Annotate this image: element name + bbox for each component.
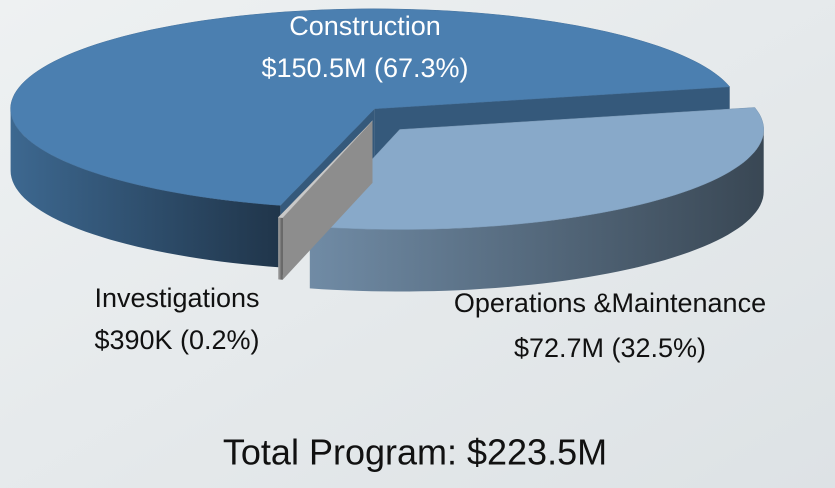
slice-top bbox=[10, 8, 731, 206]
slice-category: Operations &Maintenance bbox=[454, 288, 766, 318]
slice-value-label: $72.7M (32.5%) bbox=[514, 333, 706, 363]
slice-category: Investigations bbox=[94, 283, 259, 313]
slice-side bbox=[309, 129, 764, 292]
annotation: Total Program: $223.5M bbox=[223, 432, 607, 473]
slice-top bbox=[309, 107, 764, 230]
slice-side bbox=[278, 217, 283, 280]
slice-value-label: $150.5M (67.3%) bbox=[261, 53, 468, 83]
slice-side bbox=[10, 108, 281, 268]
slice-wall bbox=[278, 120, 373, 280]
slice-category: Construction bbox=[289, 11, 441, 41]
slice-top bbox=[277, 120, 373, 218]
pie bbox=[10, 8, 764, 292]
slice-value-label: $390K (0.2%) bbox=[94, 325, 259, 355]
pie-slice bbox=[277, 120, 373, 280]
pie-slice bbox=[309, 107, 764, 292]
